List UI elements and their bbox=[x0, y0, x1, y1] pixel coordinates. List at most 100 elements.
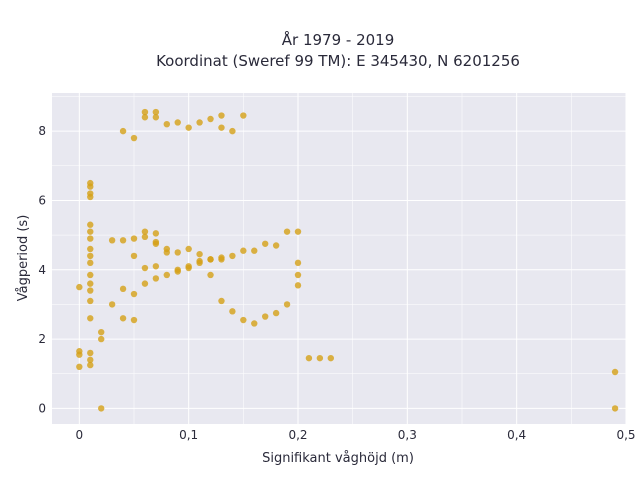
data-point bbox=[119, 315, 127, 322]
data-point bbox=[152, 263, 160, 270]
data-points bbox=[76, 108, 619, 412]
data-point bbox=[87, 235, 94, 242]
data-point bbox=[294, 271, 302, 279]
data-point bbox=[327, 354, 334, 362]
data-point bbox=[196, 119, 203, 126]
y-tick-label: 4 bbox=[38, 263, 46, 277]
data-point bbox=[163, 120, 170, 128]
data-point bbox=[611, 405, 619, 412]
data-point bbox=[98, 405, 105, 412]
plot-area bbox=[52, 93, 626, 424]
x-tick-label: 0,3 bbox=[398, 428, 417, 442]
data-point bbox=[305, 354, 313, 362]
data-point bbox=[163, 249, 170, 256]
data-point bbox=[98, 335, 105, 343]
data-point bbox=[87, 280, 94, 287]
data-point bbox=[174, 249, 181, 256]
data-point bbox=[152, 114, 160, 121]
data-point bbox=[87, 349, 94, 357]
data-point bbox=[130, 235, 138, 242]
data-point bbox=[152, 275, 160, 282]
data-point bbox=[174, 266, 181, 273]
data-point bbox=[218, 124, 225, 131]
data-point bbox=[196, 257, 203, 265]
data-point bbox=[174, 119, 181, 126]
data-point bbox=[141, 233, 149, 241]
y-tick-label: 2 bbox=[38, 332, 46, 346]
data-point bbox=[87, 221, 94, 228]
data-point bbox=[87, 259, 94, 267]
data-point bbox=[240, 247, 247, 254]
data-point bbox=[229, 252, 236, 260]
data-point bbox=[87, 252, 94, 260]
y-axis-label: Vågperiod (s) bbox=[16, 215, 31, 302]
data-point bbox=[87, 315, 94, 322]
data-point bbox=[141, 280, 149, 287]
data-point bbox=[87, 193, 94, 201]
data-point bbox=[316, 354, 324, 362]
data-point bbox=[163, 271, 170, 279]
x-tick-label: 0,1 bbox=[179, 428, 198, 442]
data-point bbox=[262, 240, 269, 247]
data-point bbox=[87, 245, 94, 253]
data-point bbox=[240, 112, 247, 119]
data-point bbox=[240, 316, 247, 324]
data-point bbox=[76, 351, 83, 358]
data-point bbox=[611, 368, 619, 376]
data-point bbox=[141, 264, 149, 272]
y-axis-ticks: 0 2 4 6 8 bbox=[38, 124, 46, 415]
data-point bbox=[251, 247, 258, 254]
data-point bbox=[130, 134, 138, 142]
chart-title-line-1: År 1979 - 2019 bbox=[282, 30, 395, 49]
data-point bbox=[185, 264, 192, 272]
x-tick-label: 0,5 bbox=[616, 428, 635, 442]
data-point bbox=[207, 271, 214, 279]
data-point bbox=[98, 328, 105, 336]
x-axis-label: Signifikant våghöjd (m) bbox=[262, 451, 414, 466]
y-tick-label: 0 bbox=[38, 401, 46, 415]
data-point bbox=[87, 183, 94, 190]
data-point bbox=[283, 301, 291, 308]
data-point bbox=[141, 108, 149, 116]
data-point bbox=[185, 124, 192, 131]
data-point bbox=[87, 228, 94, 235]
data-point bbox=[152, 230, 160, 237]
data-point bbox=[130, 252, 138, 260]
data-point bbox=[251, 320, 258, 327]
data-point bbox=[76, 363, 83, 371]
data-point bbox=[87, 361, 94, 369]
data-point bbox=[294, 259, 302, 267]
data-point bbox=[262, 313, 269, 320]
data-point bbox=[87, 287, 94, 294]
data-point bbox=[87, 356, 94, 364]
data-point bbox=[141, 228, 149, 235]
data-point bbox=[283, 228, 291, 235]
data-point bbox=[218, 254, 225, 261]
data-point bbox=[272, 242, 280, 249]
x-axis-ticks: 0 0,1 0,2 0,3 0,4 0,5 bbox=[76, 428, 636, 442]
chart-title-line-2: Koordinat (Sweref 99 TM): E 345430, N 62… bbox=[156, 52, 520, 70]
data-point bbox=[229, 308, 236, 315]
y-tick-label: 6 bbox=[38, 193, 46, 207]
data-point bbox=[119, 285, 127, 293]
data-point bbox=[152, 108, 160, 116]
data-point bbox=[87, 297, 94, 305]
data-point bbox=[218, 297, 225, 305]
data-point bbox=[207, 115, 214, 123]
data-point bbox=[218, 112, 225, 119]
x-tick-label: 0 bbox=[76, 428, 84, 442]
data-point bbox=[207, 256, 214, 263]
data-point bbox=[272, 309, 280, 317]
data-point bbox=[294, 228, 302, 235]
data-point bbox=[108, 301, 116, 308]
grid-lines bbox=[52, 93, 627, 424]
data-point bbox=[87, 271, 94, 279]
data-point bbox=[108, 237, 116, 244]
data-point bbox=[119, 237, 127, 244]
data-point bbox=[141, 114, 149, 121]
data-point bbox=[152, 240, 160, 247]
data-point bbox=[130, 316, 138, 324]
data-point bbox=[196, 250, 203, 258]
